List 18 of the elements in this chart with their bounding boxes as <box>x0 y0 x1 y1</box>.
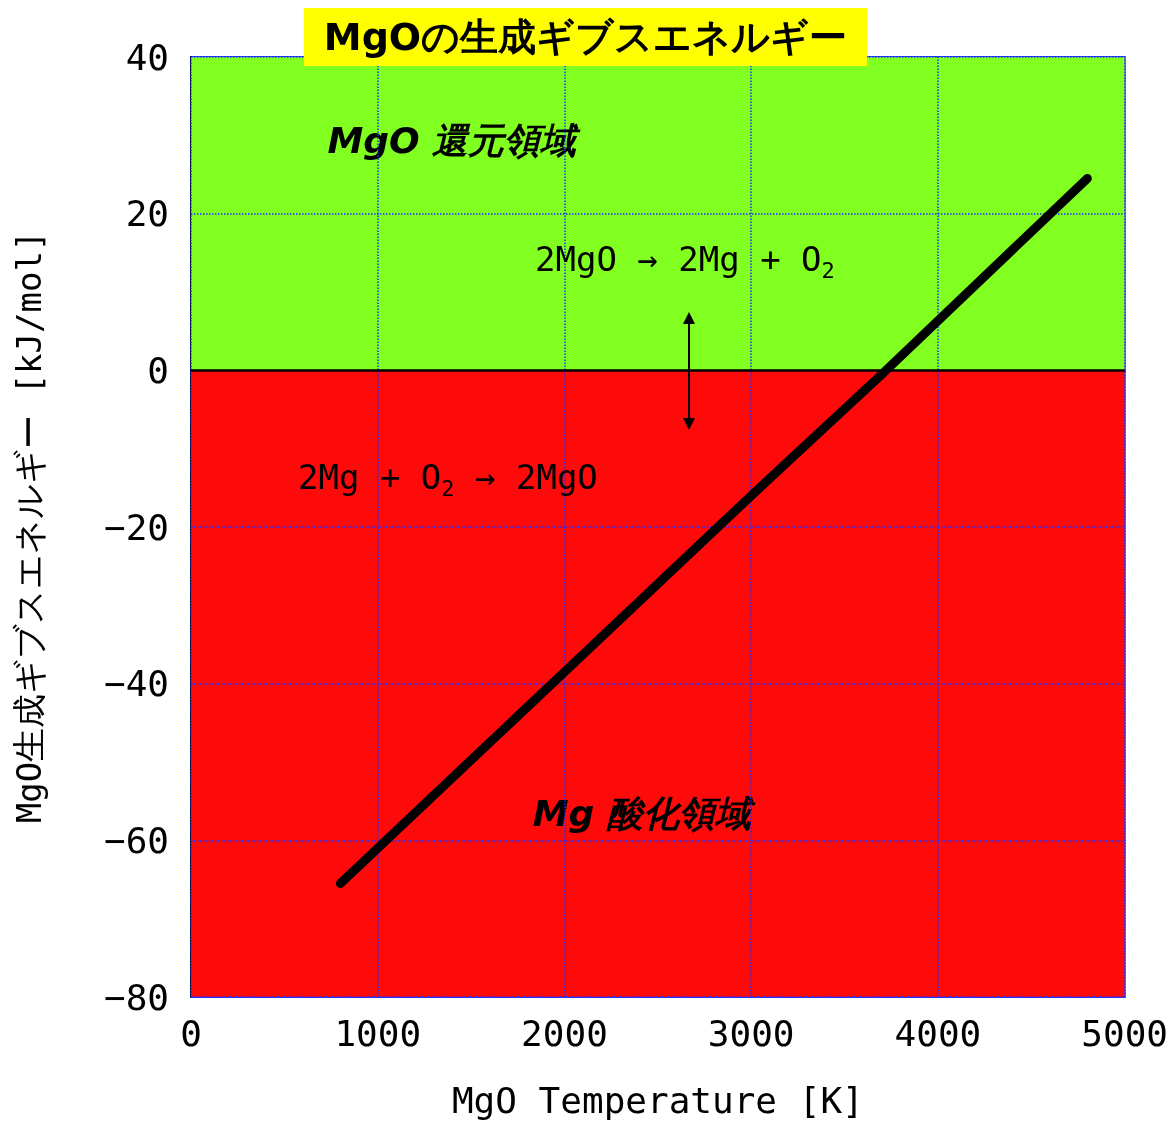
y-tick-label: 40 <box>125 36 169 78</box>
y-tick-label: −60 <box>103 819 169 861</box>
band-label: MgO 還元領域 <box>327 120 582 162</box>
y-tick-label: −40 <box>103 663 169 705</box>
y-tick-label: 0 <box>147 349 169 391</box>
chart-title: MgOの生成ギブスエネルギー <box>323 15 848 59</box>
x-axis-title: MgO Temperature [K] <box>451 1079 864 1121</box>
x-tick-label: 3000 <box>707 1012 795 1054</box>
y-tick-label: −80 <box>103 976 169 1018</box>
x-tick-label: 0 <box>180 1012 202 1054</box>
y-tick-label: 20 <box>125 193 169 235</box>
x-tick-label: 4000 <box>894 1012 982 1054</box>
y-tick-label: −20 <box>103 506 169 548</box>
x-tick-label: 2000 <box>521 1012 608 1054</box>
x-tick-label: 1000 <box>334 1012 422 1054</box>
x-tick-label: 5000 <box>1081 1012 1168 1054</box>
band-label: Mg 酸化領域 <box>532 793 756 835</box>
y-axis-title: MgO生成ギブスエネルギー [kJ/mol] <box>9 230 49 824</box>
